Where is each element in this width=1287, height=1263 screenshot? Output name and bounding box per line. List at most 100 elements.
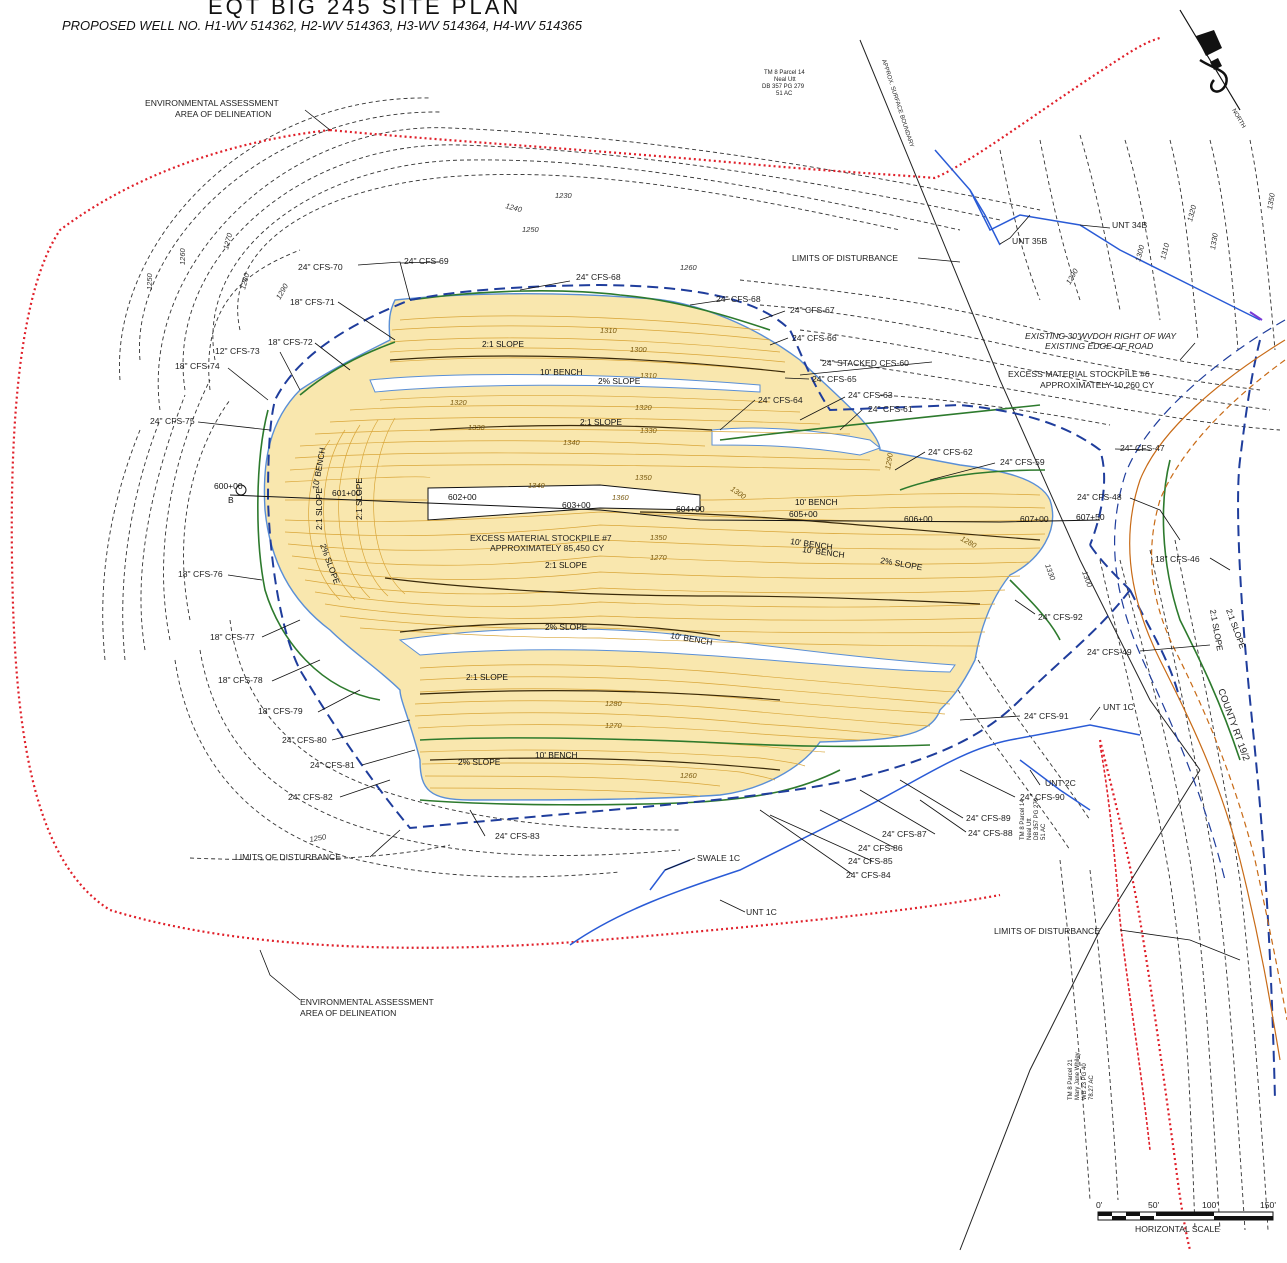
slope-label: 2% SLOPE: [545, 622, 588, 632]
plan-title: EQT BIG 245 SITE PLAN: [208, 0, 521, 19]
slope-label: 2:1 SLOPE: [466, 672, 508, 682]
limits-of-disturbance: [266, 283, 1131, 830]
cfs-label: 24" CFS-90: [1020, 792, 1065, 802]
edge-road-label: EXISTING EDGE OF ROAD: [1045, 341, 1153, 351]
horizontal-scale: 0' 50' 100' 150' HORIZONTAL SCALE: [1096, 1200, 1276, 1234]
limits-of-disturbance-road: [1089, 544, 1181, 701]
label-leaders: [197, 109, 1241, 1001]
cfs-label: 24" CFS-81: [310, 760, 355, 770]
station-labels: 600+00 B 601+00 602+00 603+00 604+00 605…: [214, 481, 1105, 524]
cfs-label: 24" CFS-86: [858, 843, 903, 853]
parcel-label: DB 357 PG 279: [1034, 797, 1040, 840]
elev-label: 1230: [555, 191, 573, 200]
cfs-labels-right: 24" CFS-68 24" CFS-68 24" CFS-67 24" CFS…: [576, 272, 1200, 880]
elev-label: 1320: [1185, 203, 1198, 222]
cfs-label: 18" CFS-77: [210, 632, 255, 642]
cfs-label: 24" CFS-83: [495, 831, 540, 841]
north-arrow-icon: [1179, 9, 1241, 111]
fill-area: [263, 293, 1054, 801]
env-assessment-label-top: AREA OF DELINEATION: [175, 109, 271, 119]
slope-label: 2:1 SLOPE: [545, 560, 587, 570]
cfs-label: 24" CFS-68: [716, 294, 761, 304]
elev-label: 1310: [640, 371, 658, 380]
cfs-label: 24" CFS-67: [790, 305, 835, 315]
cfs-label: 18" CFS-72: [268, 337, 313, 347]
elev-label: 1330: [468, 423, 486, 432]
elev-label: 1300: [1133, 243, 1146, 262]
station-label: B: [228, 495, 234, 505]
station-label: 600+00: [214, 481, 243, 491]
slope-label: 10' BENCH: [795, 497, 838, 507]
elev-label: 1310: [1158, 241, 1171, 260]
parcel-label: TM 8 Parcel 14: [1020, 799, 1026, 840]
cfs-label: 24" CFS-91: [1024, 711, 1069, 721]
scale-label: HORIZONTAL SCALE: [1135, 1224, 1220, 1234]
row-label: EXISTING 30'WVDOH RIGHT OF WAY: [1025, 331, 1177, 341]
station-label: 603+00: [562, 500, 591, 510]
cfs-label: 24" CFS-92: [1038, 612, 1083, 622]
slope-label: 2:1 SLOPE: [1208, 609, 1225, 652]
elev-label: 1270: [221, 231, 234, 250]
elev-label: 1270: [605, 721, 623, 730]
parcel-label: DB 357 PG 279: [762, 84, 805, 90]
slope-label: 2% SLOPE: [598, 376, 641, 386]
elev-label: 1280: [605, 699, 623, 708]
row-redline: [1099, 744, 1151, 1151]
slope-label: 2:1 SLOPE: [482, 339, 524, 349]
elevation-labels: 1230 1240 1250 1260 1250 1260 1270 1280 …: [145, 191, 1277, 844]
elev-label: 1340: [563, 438, 581, 447]
slope-label: 10' BENCH: [540, 367, 583, 377]
cfs-label: 24" CFS-80: [282, 735, 327, 745]
plan-subtitle: PROPOSED WELL NO. H1-WV 514362, H2-WV 51…: [62, 18, 583, 33]
cfs-label: 24" CFS-63: [848, 390, 893, 400]
cfs-label: 24" CFS-68: [576, 272, 621, 282]
swale-label: SWALE 1C: [697, 853, 740, 863]
unt-label: UNT 1C: [746, 907, 777, 917]
scale-tick-label: 100': [1202, 1200, 1218, 1210]
env-assessment-boundary-road: [1098, 739, 1192, 1251]
baseline: [229, 484, 1101, 523]
cfs-label: 18" CFS-76: [178, 569, 223, 579]
cfs-label: 24" CFS-59: [1000, 457, 1045, 467]
elev-label: 1330: [640, 426, 658, 435]
elev-label: 1240: [504, 201, 523, 214]
slope-label: 2:1 SLOPE: [314, 488, 324, 530]
cfs-label: 24" CFS-87: [882, 829, 927, 839]
cfs-label: 18" CFS-79: [258, 706, 303, 716]
elev-label: 1290: [1064, 266, 1081, 286]
station-label: 602+00: [448, 492, 477, 502]
scale-tick-label: 150': [1260, 1200, 1276, 1210]
cfs-label: 24" CFS-84: [846, 870, 891, 880]
cfs-label: 24" CFS-82: [288, 792, 333, 802]
lod-label-right: LIMITS OF DISTURBANCE: [994, 926, 1100, 936]
slope-label: 2:1 SLOPE: [580, 417, 622, 427]
station-label: 607+50: [1076, 512, 1105, 522]
cfs-label: 24" CFS-47: [1120, 443, 1165, 453]
elev-label: 1260: [680, 771, 698, 780]
cfs-label: 12" CFS-73: [215, 346, 260, 356]
parcel-label: 51 AC: [1041, 823, 1047, 840]
cfs-label: 18" CFS-71: [290, 297, 335, 307]
scale-tick-label: 50': [1148, 1200, 1160, 1210]
elev-label: 1260: [178, 247, 187, 265]
boundary-label: APPROX. SURFACE BOUNDARY: [880, 59, 914, 149]
elev-label: 1250: [522, 225, 540, 234]
elev-label: 1350: [650, 533, 668, 542]
parcel-label: 78.27 AC: [1089, 1075, 1095, 1100]
elev-label: 1300: [630, 345, 648, 354]
env-assessment-label-bottom: AREA OF DELINEATION: [300, 1008, 396, 1018]
north-label: NORTH: [1230, 108, 1246, 129]
unt-label: UNT 1C: [1103, 702, 1134, 712]
station-label: 605+00: [789, 509, 818, 519]
elev-label: 1340: [528, 481, 546, 490]
scale-tick-label: 0': [1096, 1200, 1103, 1210]
lod-label-left: LIMITS OF DISTURBANCE: [235, 852, 341, 862]
streams: [569, 149, 1263, 946]
station-label: 604+00: [676, 504, 705, 514]
parcel-label: Mary Jane Whiley: [1075, 1052, 1081, 1100]
elev-label: 1250: [145, 272, 154, 290]
station-label: 607+00: [1020, 514, 1049, 524]
cfs-label: 18" CFS-74: [175, 361, 220, 371]
lod-label-top: LIMITS OF DISTURBANCE: [792, 253, 898, 263]
